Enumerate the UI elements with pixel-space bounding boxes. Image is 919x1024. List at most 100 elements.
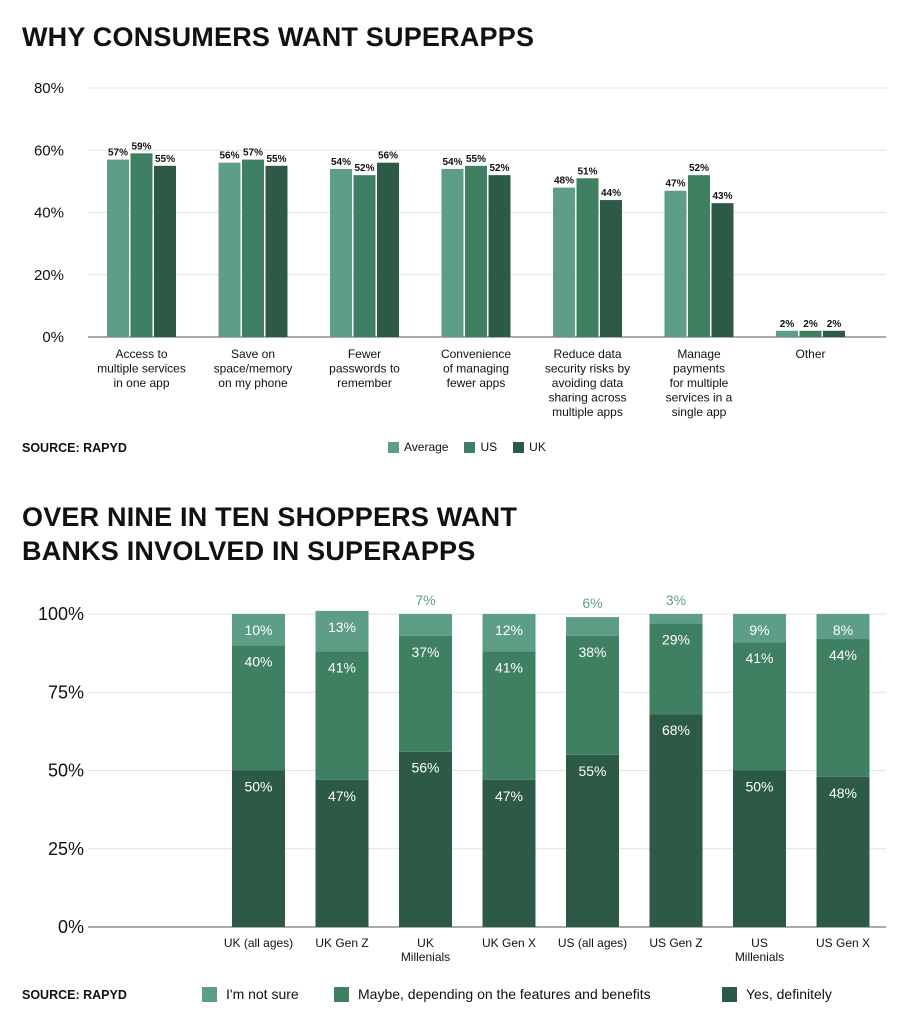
data-label: 59% xyxy=(131,141,151,152)
y-tick-label: 60% xyxy=(34,142,64,159)
legend-swatch-us xyxy=(464,441,476,453)
legend-item-us: US xyxy=(464,440,497,454)
bar xyxy=(465,165,487,337)
data-label: 40% xyxy=(244,653,272,669)
bar xyxy=(130,153,153,337)
chart-1-legend: Average US UK xyxy=(388,440,546,454)
x-tick-label: Convenience of managing fewer apps xyxy=(441,347,511,390)
data-label: 47% xyxy=(495,788,523,804)
bar-segment xyxy=(482,614,536,652)
y-tick-label: 50% xyxy=(48,761,84,781)
bar-segment xyxy=(232,614,285,646)
data-label: 43% xyxy=(712,191,732,202)
bar xyxy=(353,175,376,337)
bar xyxy=(711,203,734,337)
chart-2-title: OVER NINE IN TEN SHOPPERS WANT BANKS INV… xyxy=(22,502,518,566)
data-label: 2% xyxy=(827,319,842,330)
x-tick-label: UK Gen X xyxy=(482,936,536,950)
data-label: 57% xyxy=(108,148,128,159)
x-tick-label: US Millenials xyxy=(735,936,784,964)
legend-label-yes: Yes, definitely xyxy=(746,986,832,1002)
bar-segment xyxy=(315,651,369,780)
bar xyxy=(242,159,264,337)
bar xyxy=(823,330,845,337)
chart-2-source: SOURCE: RAPYD xyxy=(22,988,127,1002)
data-label: 56% xyxy=(378,151,398,162)
bar-segment xyxy=(399,751,452,927)
x-tick-label: Fewer passwords to remember xyxy=(329,347,400,390)
bar-segment xyxy=(482,651,536,780)
data-label: 56% xyxy=(411,760,439,776)
bar xyxy=(576,178,599,337)
y-tick-label: 40% xyxy=(34,205,64,222)
legend-item-average: Average xyxy=(388,440,448,454)
data-label: 52% xyxy=(354,163,374,174)
y-tick-label: 80% xyxy=(34,80,64,97)
x-tick-label: Save on space/memory on my phone xyxy=(214,347,293,390)
data-label: 54% xyxy=(442,157,462,168)
x-tick-label: Access to multiple services in one app xyxy=(97,347,186,390)
x-tick-label: Other xyxy=(795,347,825,361)
legend-item-uk: UK xyxy=(513,440,546,454)
legend-swatch-maybe xyxy=(334,986,349,1002)
data-label: 12% xyxy=(495,622,523,638)
bar-segment xyxy=(733,770,786,927)
data-label: 47% xyxy=(328,788,356,804)
y-tick-label: 20% xyxy=(34,267,64,284)
bar xyxy=(265,165,288,337)
bar xyxy=(553,187,575,337)
data-label: 48% xyxy=(829,785,857,801)
legend-swatch-not-sure xyxy=(202,986,217,1002)
data-label: 29% xyxy=(662,631,690,647)
bar xyxy=(154,165,176,337)
bar xyxy=(488,175,511,337)
bar xyxy=(218,162,241,337)
y-tick-label: 100% xyxy=(38,604,84,624)
data-label: 7% xyxy=(415,592,435,608)
data-label: 68% xyxy=(662,722,690,738)
legend-item-not-sure: I'm not sure xyxy=(202,986,334,1002)
bar-segment xyxy=(566,617,619,636)
legend-item-yes: Yes, definitely xyxy=(722,986,832,1002)
data-label: 56% xyxy=(219,151,239,162)
data-label: 52% xyxy=(489,163,509,174)
chart-1-source: SOURCE: RAPYD xyxy=(22,441,127,455)
legend-label-average: Average xyxy=(404,440,449,454)
data-label: 10% xyxy=(244,622,272,638)
data-label: 52% xyxy=(689,163,709,174)
y-tick-label: 0% xyxy=(42,329,64,346)
data-label: 50% xyxy=(745,779,773,795)
x-tick-label: UK Millenials xyxy=(401,936,450,964)
legend-item-maybe: Maybe, depending on the features and ben… xyxy=(334,986,722,1002)
bar-segment xyxy=(649,614,703,624)
bar-segment xyxy=(482,779,536,927)
data-label: 41% xyxy=(328,660,356,676)
x-tick-label: US (all ages) xyxy=(558,936,627,950)
x-tick-label: Reduce data security risks by avoiding dat… xyxy=(545,347,630,419)
data-label: 44% xyxy=(829,647,857,663)
bar-segment xyxy=(566,754,619,927)
bar xyxy=(600,200,622,337)
bar-segment xyxy=(232,645,285,771)
y-tick-label: 25% xyxy=(48,839,84,859)
chart-2-legend: I'm not sure Maybe, depending on the fea… xyxy=(202,986,832,1002)
bar xyxy=(664,190,687,337)
data-label: 3% xyxy=(666,592,686,608)
data-label: 50% xyxy=(244,779,272,795)
bar-segment xyxy=(399,635,452,752)
bar-segment xyxy=(816,776,870,927)
bar-segment xyxy=(315,779,369,927)
bar-segment xyxy=(232,770,285,927)
bar-segment xyxy=(649,623,703,715)
data-label: 8% xyxy=(833,622,853,638)
data-label: 48% xyxy=(554,176,574,187)
y-tick-label: 0% xyxy=(58,917,84,937)
data-label: 44% xyxy=(601,188,621,199)
bar-segment xyxy=(566,635,619,755)
legend-label-not-sure: I'm not sure xyxy=(226,986,299,1002)
bar-segment xyxy=(816,614,870,640)
bar xyxy=(330,168,352,337)
data-label: 6% xyxy=(582,595,602,611)
